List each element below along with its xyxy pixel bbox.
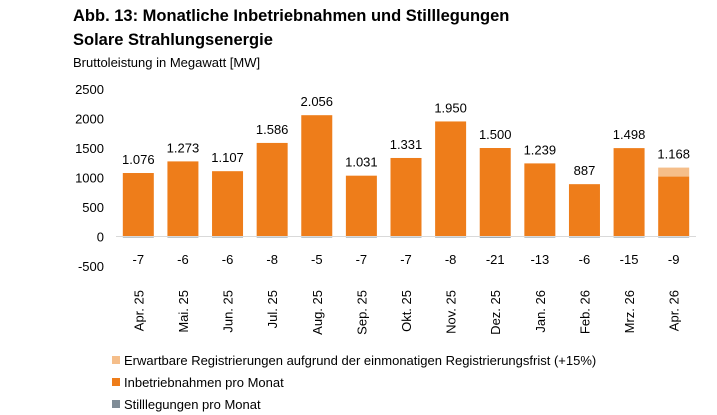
bar-inbetriebnahmen-4 bbox=[301, 115, 333, 237]
data-label-bottom-4: -5 bbox=[311, 252, 323, 267]
x-tick-label-11: Mrz. 26 bbox=[622, 290, 637, 333]
y-tick-label-0: 2500 bbox=[75, 82, 104, 97]
x-tick-label-1: Mai. 25 bbox=[176, 290, 191, 333]
x-tick-label-5: Sep. 25 bbox=[354, 290, 369, 335]
bar-erwartbar-12 bbox=[658, 167, 690, 177]
legend-label-expected: Erwartbare Registrierungen aufgrund der … bbox=[124, 353, 597, 368]
data-label-top-4: 2.056 bbox=[300, 94, 333, 109]
data-label-top-11: 1.498 bbox=[613, 127, 646, 142]
bar-inbetriebnahmen-0 bbox=[122, 173, 154, 237]
x-tick-label-2: Jun. 25 bbox=[221, 290, 236, 333]
y-tick-label-3: 1000 bbox=[75, 171, 104, 186]
data-label-bottom-10: -6 bbox=[579, 252, 591, 267]
data-label-bottom-1: -6 bbox=[177, 252, 189, 267]
x-tick-label-9: Jan. 26 bbox=[533, 290, 548, 333]
data-label-top-0: 1.076 bbox=[122, 152, 155, 167]
data-label-top-8: 1.500 bbox=[479, 127, 512, 142]
legend-item-decommissioning: Stilllegungen pro Monat bbox=[112, 397, 261, 413]
chart-title-line-1: Abb. 13: Monatliche Inbetriebnahmen und … bbox=[73, 7, 510, 25]
data-label-bottom-5: -7 bbox=[356, 252, 368, 267]
bar-inbetriebnahmen-6 bbox=[390, 157, 422, 237]
x-tick-label-3: Jul. 25 bbox=[265, 290, 280, 328]
bar-inbetriebnahmen-1 bbox=[167, 161, 199, 237]
data-label-top-7: 1.950 bbox=[434, 100, 467, 115]
bar-inbetriebnahmen-2 bbox=[212, 171, 244, 237]
legend-swatch-commissioning bbox=[112, 378, 120, 386]
data-label-top-10: 887 bbox=[574, 163, 596, 178]
y-tick-label-4: 500 bbox=[82, 200, 104, 215]
x-tick-label-12: Apr. 26 bbox=[667, 290, 682, 331]
data-label-bottom-9: -13 bbox=[530, 252, 549, 267]
bar-inbetriebnahmen-9 bbox=[524, 163, 556, 237]
bar-inbetriebnahmen-10 bbox=[568, 184, 600, 237]
x-tick-label-8: Dez. 25 bbox=[488, 290, 503, 335]
legend-swatch-expected bbox=[112, 356, 120, 364]
bar-inbetriebnahmen-12 bbox=[658, 176, 690, 237]
y-tick-label-1: 2000 bbox=[75, 112, 104, 127]
x-tick-label-7: Nov. 25 bbox=[444, 290, 459, 334]
legend-label-commissioning: Inbetriebnahmen pro Monat bbox=[124, 375, 284, 390]
y-tick-label-5: 0 bbox=[97, 230, 104, 245]
x-tick-label-4: Aug. 25 bbox=[310, 290, 325, 335]
data-label-bottom-7: -8 bbox=[445, 252, 457, 267]
data-label-bottom-8: -21 bbox=[486, 252, 505, 267]
y-tick-label-2: 1500 bbox=[75, 141, 104, 156]
data-label-top-6: 1.331 bbox=[390, 137, 423, 152]
data-label-bottom-2: -6 bbox=[222, 252, 234, 267]
y-tick-label-6: -500 bbox=[78, 259, 104, 274]
chart-title-line-2: Solare Strahlungsenergie bbox=[73, 31, 273, 49]
legend-item-commissioning: Inbetriebnahmen pro Monat bbox=[112, 375, 284, 391]
x-tick-label-6: Okt. 25 bbox=[399, 290, 414, 332]
bar-inbetriebnahmen-3 bbox=[256, 142, 288, 237]
legend-item-expected: Erwartbare Registrierungen aufgrund der … bbox=[112, 353, 596, 369]
data-label-bottom-0: -7 bbox=[133, 252, 145, 267]
legend-swatch-decommissioning bbox=[112, 400, 120, 408]
data-label-bottom-3: -8 bbox=[266, 252, 278, 267]
bar-inbetriebnahmen-7 bbox=[435, 121, 467, 237]
data-label-top-2: 1.107 bbox=[211, 150, 244, 165]
bar-inbetriebnahmen-8 bbox=[479, 148, 511, 237]
data-label-top-12: 1.168 bbox=[657, 147, 690, 162]
legend-label-decommissioning: Stilllegungen pro Monat bbox=[124, 397, 261, 412]
bar-stilllegungen-8 bbox=[479, 236, 511, 238]
data-label-top-1: 1.273 bbox=[167, 140, 200, 155]
x-tick-label-0: Apr. 25 bbox=[131, 290, 146, 331]
bar-inbetriebnahmen-5 bbox=[345, 175, 377, 237]
data-label-top-3: 1.586 bbox=[256, 122, 289, 137]
data-label-bottom-6: -7 bbox=[400, 252, 412, 267]
x-tick-label-10: Feb. 26 bbox=[577, 290, 592, 334]
chart-subtitle: Bruttoleistung in Megawatt [MW] bbox=[73, 55, 261, 70]
data-label-bottom-11: -15 bbox=[620, 252, 639, 267]
bar-inbetriebnahmen-11 bbox=[613, 148, 645, 237]
data-label-top-5: 1.031 bbox=[345, 155, 378, 170]
data-label-top-9: 1.239 bbox=[524, 142, 557, 157]
data-label-bottom-12: -9 bbox=[668, 252, 680, 267]
